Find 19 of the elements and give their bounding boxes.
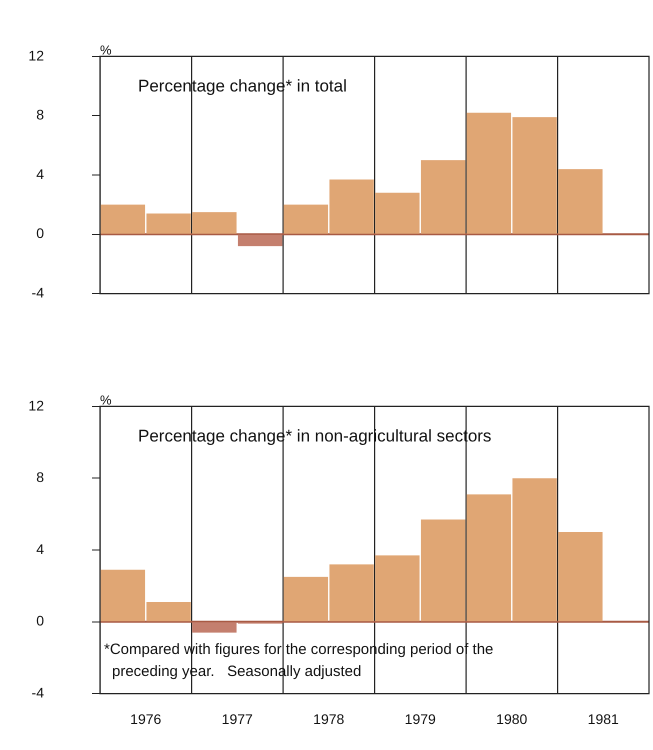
x-tick-label: 1977 <box>222 710 254 727</box>
y-tick-label: 0 <box>36 225 44 242</box>
y-tick-label: 8 <box>36 106 44 123</box>
x-tick-label: 1976 <box>130 710 162 727</box>
y-tick-label: 4 <box>36 540 44 557</box>
y-tick-label: 8 <box>36 469 44 486</box>
y-tick-label: -4 <box>32 684 44 700</box>
x-tick-label: 1979 <box>404 710 436 727</box>
y-tick-label: 0 <box>36 612 44 629</box>
y-axis-title: % <box>100 392 112 408</box>
y-axis-title: % <box>100 42 112 58</box>
y-tick-label: -4 <box>32 284 44 300</box>
x-tick-label: 1981 <box>588 710 620 727</box>
y-tick-label: 12 <box>28 47 44 64</box>
y-tick-label: 12 <box>28 397 44 414</box>
x-tick-label: 1978 <box>313 710 345 727</box>
bar <box>238 234 282 246</box>
x-tick-label: 1980 <box>496 710 528 727</box>
y-tick-label: 4 <box>36 166 44 182</box>
